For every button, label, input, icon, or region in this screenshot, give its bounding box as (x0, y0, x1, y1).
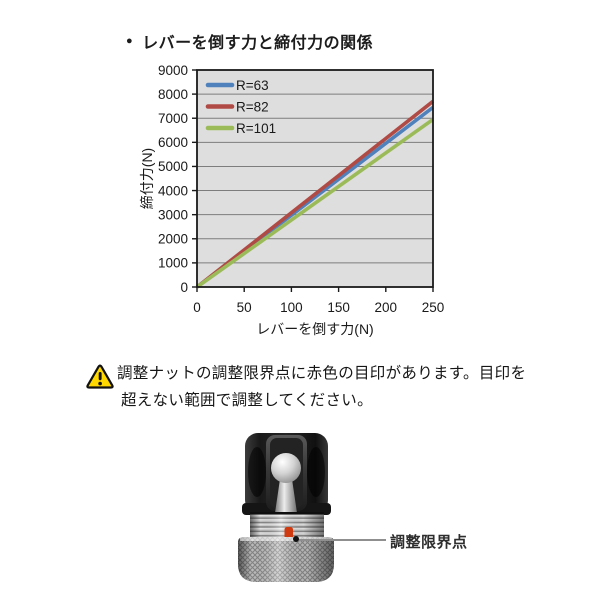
y-tick-label: 1000 (158, 256, 188, 271)
y-tick-label: 9000 (158, 63, 188, 78)
lever-force-chart: R=63R=82R=101010002000300040005000600070… (138, 56, 460, 348)
y-tick-label: 5000 (158, 159, 188, 174)
y-tick-label: 7000 (158, 111, 188, 126)
y-tick-label: 0 (180, 280, 188, 295)
x-tick-label: 200 (375, 300, 398, 315)
section-title-text: レバーを倒す力と締付力の関係 (142, 29, 373, 53)
y-tick-label: 2000 (158, 232, 188, 247)
x-tick-label: 150 (327, 300, 350, 315)
y-tick-label: 3000 (158, 207, 188, 222)
manual-page: ● レバーを倒す力と締付力の関係 R=63R=82R=1010100020003… (0, 0, 600, 600)
y-tick-label: 4000 (158, 183, 188, 198)
adjustment-nut-photo (220, 425, 355, 595)
legend-label: R=82 (236, 99, 269, 114)
y-tick-label: 6000 (158, 135, 188, 150)
warning-line-1: 調整ナットの調整限界点に赤色の目印があります。目印を (117, 360, 526, 387)
x-tick-label: 50 (237, 300, 252, 315)
ball-stud (271, 453, 301, 483)
figure-label: 調整限界点 (390, 531, 468, 552)
leader-dot (293, 536, 299, 542)
x-tick-label: 250 (422, 300, 445, 315)
legend-label: R=101 (236, 121, 276, 136)
x-tick-label: 0 (193, 300, 201, 315)
x-axis-title: レバーを倒す力(N) (256, 321, 373, 337)
legend-label: R=63 (236, 78, 269, 93)
x-tick-label: 100 (280, 300, 303, 315)
y-axis-title: 締付力(N) (139, 148, 155, 209)
warning-triangle-icon (86, 362, 114, 390)
bullet-icon: ● (126, 35, 133, 47)
warning-note: 調整ナットの調整限界点に赤色の目印があります。目印を 超えない範囲で調整してくだ… (86, 360, 526, 414)
leader-line (298, 539, 386, 541)
warning-line-2: 超えない範囲で調整してください。 (117, 387, 526, 414)
plot-area (197, 70, 433, 287)
y-tick-label: 8000 (158, 87, 188, 102)
warning-text: 調整ナットの調整限界点に赤色の目印があります。目印を 超えない範囲で調整してくだ… (117, 360, 526, 414)
section-title: ● レバーを倒す力と締付力の関係 (126, 29, 373, 53)
